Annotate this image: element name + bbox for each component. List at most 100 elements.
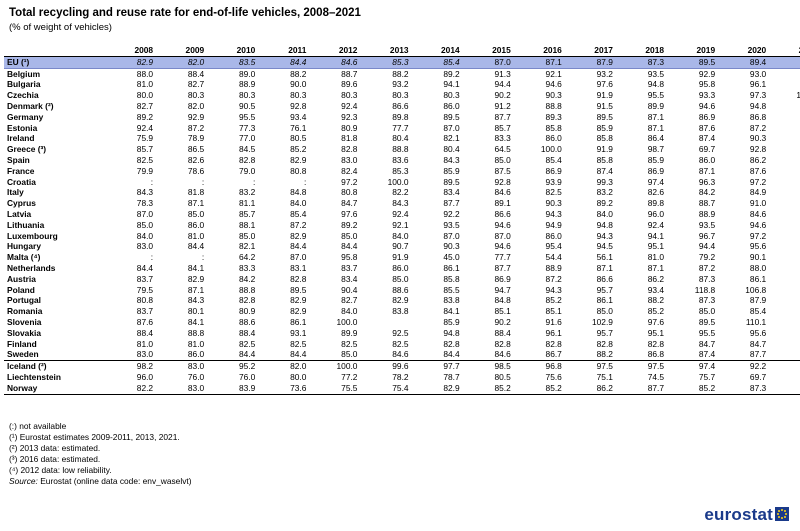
- table-row: Denmark (²) 82.7 82.0 90.5 92.8 92.4 86.6 86.0 9…: [4, 101, 800, 112]
- country-name: Croatia: [7, 176, 36, 187]
- table-cell: :: [201, 176, 205, 187]
- table-cell: 88.9: [698, 208, 716, 219]
- table-row: Czechia 80.0 80.3 80.3 80.3 80.3 80.3 80.3 90.2 9…: [4, 90, 800, 101]
- table-cell: 95.7: [596, 284, 613, 295]
- table-cell: 87.3: [769, 263, 800, 274]
- table-cell: 80.9: [341, 122, 358, 133]
- table-cell: 80.8: [290, 165, 307, 176]
- table-cell: 82.5: [238, 338, 256, 349]
- table-cell: 83.8: [443, 295, 460, 306]
- table-cell: 82.8: [545, 338, 562, 349]
- table-cell: 88.2: [596, 349, 613, 360]
- table-cell: 87.0: [136, 208, 154, 219]
- table-cell: 73.6: [258, 382, 310, 395]
- table-cell: 87.6: [136, 316, 154, 327]
- table-row: Ireland 75.9 78.9 77.0 80.5 81.8 80.4 82.1 83.3 8…: [4, 133, 800, 144]
- table-cell: 89.5: [596, 111, 613, 122]
- table-cell: 90.5: [238, 100, 256, 111]
- table-cell: 76.1: [290, 122, 307, 133]
- table-cell: 84.7: [698, 338, 716, 349]
- table-cell: 97.1: [769, 231, 800, 242]
- table-cell: 88.4: [187, 68, 205, 79]
- table-cell: 84.7: [749, 338, 767, 349]
- table-cell: 88.4: [238, 327, 256, 338]
- footnote-line: (¹) Eurostat estimates 2009-2011, 2013, …: [9, 431, 180, 442]
- column-header-year: 2020: [747, 45, 767, 55]
- table-cell: 82.6: [187, 154, 205, 165]
- table-cell: 85.2: [513, 382, 565, 395]
- table-cell: 83.7: [136, 273, 154, 284]
- table-cell: 85.8: [596, 154, 613, 165]
- table-cell: 110.1: [745, 316, 767, 327]
- table-cell: 93.1: [290, 327, 307, 338]
- table-cell: 80.4: [443, 144, 460, 155]
- page-title: Total recycling and reuse rate for end-o…: [9, 7, 361, 19]
- table-cell: 87.4: [596, 165, 613, 176]
- footnotes: (:) not available (¹) Eurostat estimates…: [9, 421, 192, 486]
- table-cell: 86.0: [392, 262, 409, 273]
- page-subtitle: (% of weight of vehicles): [9, 22, 112, 33]
- table-cell: 88.8: [238, 284, 256, 295]
- table-row: Cyprus 78.3 87.1 81.1 84.0 84.7 84.3 87.7 89.1 90…: [4, 198, 800, 209]
- table-cell: 84.1: [443, 306, 460, 317]
- table-cell: 75.1: [596, 371, 613, 382]
- column-header-year: 2017: [594, 45, 613, 55]
- table-cell: 97.2: [749, 230, 767, 241]
- table-cell: 94.6: [749, 219, 767, 230]
- table-cell: 82.8: [290, 273, 307, 284]
- table-row: Croatia:::: 97.2 100.0 89.5 92.8 93.9 99.3 97.4…: [4, 177, 800, 188]
- table-cell: 87.9: [749, 295, 767, 306]
- table-cell: 94.1: [443, 79, 460, 90]
- table-row: Netherlands 84.4 84.1 83.3 83.1 83.7 86.0 86.1 8…: [4, 263, 800, 274]
- table-cell: 76.0: [187, 371, 205, 382]
- table-cell: 85.2: [647, 306, 665, 317]
- table-cell: 90.8: [769, 317, 800, 328]
- table-cell: 95.8: [341, 252, 358, 263]
- table-cell: 87.0: [494, 230, 511, 241]
- table-cell: 75.6: [545, 371, 562, 382]
- table-cell: 87.2: [545, 273, 562, 284]
- table-cell: 85.0: [187, 208, 205, 219]
- table-row: Austria 83.7 82.9 84.2 82.8 83.4 85.0 85.8 86.9 8…: [4, 274, 800, 285]
- table-cell: 95.5: [698, 327, 716, 338]
- table-cell: 84.4: [136, 262, 154, 273]
- table-cell: 95.6: [749, 241, 767, 252]
- table-cell: 87.6: [769, 166, 800, 177]
- table-cell: 82.5: [136, 154, 154, 165]
- country-name: Poland: [7, 284, 35, 295]
- table-cell: 94.6: [494, 241, 511, 252]
- country-name: Latvia: [7, 208, 32, 219]
- table-cell: 82.9: [105, 56, 157, 69]
- table-cell: 91.9: [596, 90, 613, 101]
- country-name: Italy: [7, 187, 24, 198]
- table-row: Norway 82.2 83.0 83.9 73.6 75.5 75.4 82.9 85.2 85…: [4, 382, 800, 395]
- table-cell: 91.5: [596, 100, 613, 111]
- table-cell: 85.9: [443, 165, 460, 176]
- table-cell: 87.4: [698, 133, 716, 144]
- table-cell: 90.2: [494, 316, 511, 327]
- table-cell: 94.7: [494, 284, 511, 295]
- country-name: EU (¹): [4, 56, 105, 69]
- table-cell: 82.9: [290, 306, 307, 317]
- table-cell: 97.1: [769, 241, 800, 252]
- table-cell: 92.4: [341, 100, 358, 111]
- table-cell: 80.3: [290, 90, 307, 101]
- table-cell: 97.6: [341, 208, 358, 219]
- table-cell: 85.9: [596, 122, 613, 133]
- table-cell: 84.0: [290, 198, 307, 209]
- table-cell: 89.8: [392, 111, 409, 122]
- table-cell: 90.3: [545, 90, 562, 101]
- table-cell: 82.9: [411, 382, 463, 395]
- table-cell: 82.0: [258, 360, 310, 372]
- table-cell: 84.2: [698, 187, 716, 198]
- table-cell: 99.3: [596, 176, 613, 187]
- table-cell: 95.6: [769, 79, 800, 90]
- table-cell: 90.0: [769, 112, 800, 123]
- table-cell: 86.6: [596, 273, 613, 284]
- table-cell: 87.2: [187, 122, 205, 133]
- table-cell: 95.2: [207, 360, 259, 372]
- table-cell: 80.8: [769, 252, 800, 263]
- data-table: 2008 2009 2010 2011 2012 2013 2014 2015 2016 2017…: [4, 45, 800, 395]
- table-cell: 80.4: [392, 133, 409, 144]
- table-cell: 87.6: [698, 122, 716, 133]
